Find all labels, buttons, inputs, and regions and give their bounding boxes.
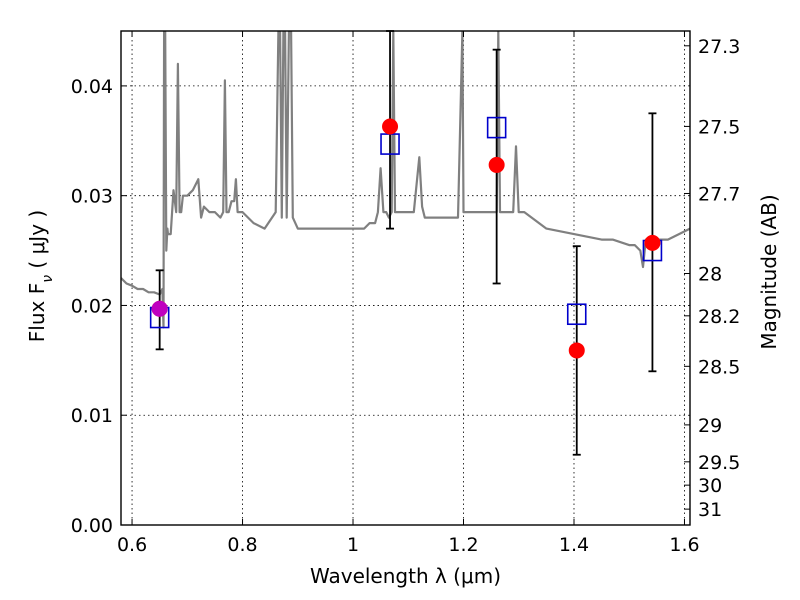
right-tick-label: 27.7 — [698, 183, 740, 205]
right-tick-label: 30 — [698, 475, 722, 497]
y-tick-label: 0.00 — [71, 515, 113, 537]
plot-frame — [120, 30, 691, 526]
axis-ticks: 0.6 0.8 1 1.2 1.4 1.6 0.00 0.01 0.02 0.03 0.04 27.3… — [71, 31, 740, 556]
right-tick-label: 29.5 — [698, 452, 740, 474]
observed-marker — [644, 234, 661, 251]
right-tick-label: 31 — [698, 499, 722, 521]
x-tick-label: 1.4 — [559, 534, 589, 556]
x-tick-label: 1.2 — [448, 534, 478, 556]
right-tick-label: 28.5 — [698, 356, 740, 378]
y-tick-label: 0.03 — [71, 186, 113, 208]
model-marker — [566, 303, 587, 326]
model-marker — [486, 116, 507, 139]
highlight-marker — [151, 300, 168, 317]
right-axis-label: Magnitude (AB) — [757, 194, 781, 349]
observed-marker — [488, 156, 505, 173]
spectrum-series — [121, 31, 690, 329]
spectrum-line — [121, 31, 690, 329]
right-tick-label: 28 — [698, 264, 722, 286]
grid-lines — [121, 31, 690, 526]
x-axis-label: Wavelength λ (μm) — [310, 564, 501, 588]
x-tick-label: 1.6 — [669, 534, 699, 556]
y-tick-label: 0.02 — [71, 295, 113, 317]
observed-marker — [382, 118, 399, 135]
y-axis-label-main: Flux F — [25, 283, 49, 342]
observed-marker — [568, 342, 585, 359]
right-tick-label: 27.5 — [698, 116, 740, 138]
y-axis-label-unit: ( μJy ) — [25, 210, 49, 275]
x-tick-label: 1 — [347, 534, 359, 556]
y-axis-label: Flux Fν ( μJy ) — [25, 210, 56, 342]
right-tick-label: 28.2 — [698, 306, 740, 328]
y-tick-label: 0.04 — [71, 76, 113, 98]
data-markers — [149, 116, 663, 359]
x-tick-label: 0.6 — [117, 534, 147, 556]
y-tick-label: 0.01 — [71, 405, 113, 427]
right-tick-label: 29 — [698, 415, 722, 437]
right-tick-label: 27.3 — [698, 36, 740, 58]
error-bars — [155, 30, 657, 456]
x-tick-label: 0.8 — [227, 534, 257, 556]
y-axis-label-subscript: ν — [40, 275, 56, 283]
